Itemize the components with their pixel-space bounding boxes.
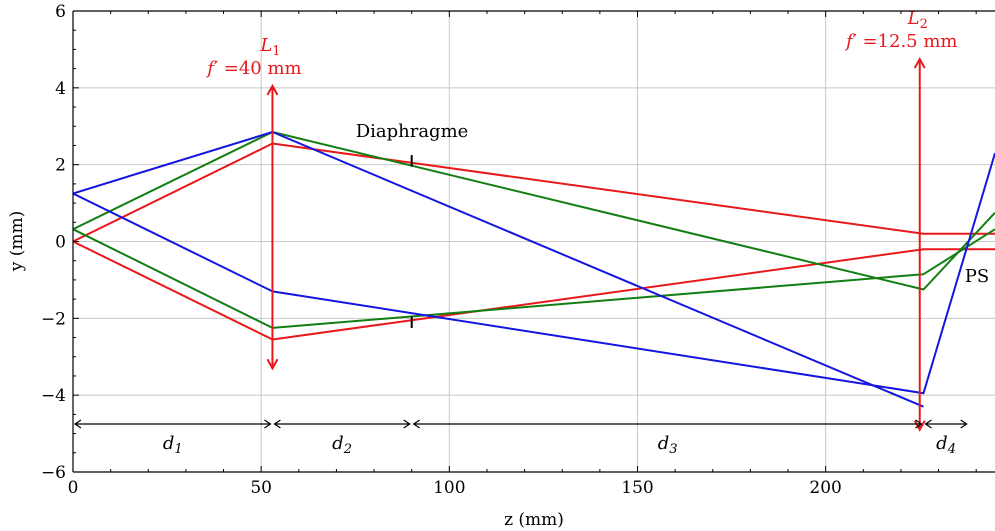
ray-line — [73, 142, 995, 243]
y-axis-label: y (mm) — [7, 211, 27, 273]
y-tick-label: −6 — [41, 463, 66, 483]
distance-arrow-right — [403, 419, 411, 429]
x-tick-label: 50 — [250, 478, 272, 498]
x-tick-label: 150 — [621, 478, 653, 498]
y-tick-label: 4 — [55, 79, 66, 99]
ray-line — [73, 152, 995, 395]
diaphragm-label: Diaphragme — [356, 121, 469, 142]
ray-traces — [73, 131, 995, 408]
lens-arrow-top — [266, 83, 279, 96]
distance-annotations: d1 d2 d3 d4 — [73, 419, 968, 457]
y-tick-label: −4 — [41, 386, 66, 406]
distance-label: d4 — [936, 433, 956, 457]
distance-arrow-left — [73, 419, 82, 429]
lens-name: L1 — [259, 35, 280, 59]
distance-arrow-right — [915, 419, 923, 429]
lenses: L1f′ =40 mm L2f′ =12.5 mm — [205, 8, 958, 432]
x-tick-label: 100 — [433, 478, 465, 498]
ray-line — [73, 228, 995, 329]
y-tick-label: 2 — [55, 156, 66, 176]
y-tick-label: 6 — [55, 2, 66, 22]
x-axis-label: z (mm) — [504, 510, 564, 530]
lens-focal: f′ =12.5 mm — [844, 31, 958, 52]
ray-line — [73, 240, 995, 341]
ray-line — [73, 131, 995, 291]
ray-line — [73, 131, 924, 408]
axis-ticks: 0 50 100 150 200 −6 −4 −2 0 2 4 6 — [41, 2, 977, 498]
distance-arrow-right — [960, 419, 968, 429]
distance-arrow-left — [412, 419, 421, 429]
distance-arrow-left — [273, 419, 281, 429]
lens-focal: f′ =40 mm — [205, 58, 301, 79]
distance-arrow-right — [264, 419, 272, 429]
lens-arrow-top — [913, 56, 926, 69]
x-tick-label: 0 — [68, 478, 79, 498]
distance-label: d1 — [163, 433, 183, 457]
distance-label: d2 — [332, 433, 352, 457]
y-tick-label: −2 — [41, 309, 66, 329]
y-tick-label: 0 — [55, 233, 66, 253]
lens-name: L2 — [907, 8, 928, 32]
distance-arrow-left — [924, 419, 932, 429]
distance-label: d3 — [658, 433, 678, 457]
lens-arrow-bottom — [266, 358, 279, 371]
ps-label: PS — [965, 266, 989, 287]
x-tick-label: 200 — [809, 478, 841, 498]
